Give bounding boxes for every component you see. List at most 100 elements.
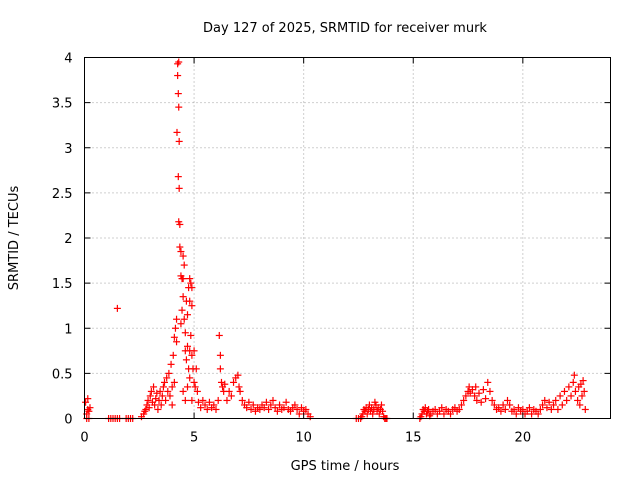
data-point (184, 311, 192, 319)
data-point (171, 324, 179, 332)
data-point (180, 315, 188, 323)
data-point (156, 387, 164, 395)
data-point (234, 371, 242, 379)
data-point (251, 407, 259, 415)
data-point (179, 275, 187, 283)
data-point (167, 360, 175, 368)
data-point (503, 396, 511, 404)
data-point (287, 407, 295, 415)
data-point (460, 396, 468, 404)
data-point (488, 396, 496, 404)
data-point (173, 315, 181, 323)
data-point (519, 405, 527, 413)
data-point (217, 378, 225, 386)
data-point (82, 398, 90, 406)
data-point (174, 72, 182, 80)
data-point (201, 401, 209, 409)
data-point (146, 392, 154, 400)
data-point (570, 371, 578, 379)
data-point (472, 383, 480, 391)
data-point (173, 128, 181, 136)
data-point (85, 407, 93, 415)
x-tick-label: 0 (80, 431, 88, 446)
y-tick-label: 0.5 (52, 367, 73, 382)
data-point (177, 248, 185, 256)
data-point (379, 407, 387, 415)
data-point (145, 404, 153, 412)
x-tick-label: 10 (295, 431, 312, 446)
data-point (536, 405, 544, 413)
data-point (534, 410, 542, 418)
x-tick-label: 15 (405, 431, 422, 446)
data-point (552, 396, 560, 404)
data-point (194, 398, 202, 406)
data-point (188, 302, 196, 310)
data-point (173, 338, 181, 346)
data-point (569, 378, 577, 386)
data-point (471, 392, 479, 400)
data-point (550, 401, 558, 409)
data-point (501, 405, 509, 413)
data-point (486, 387, 494, 395)
data-point (477, 398, 485, 406)
data-point (523, 407, 531, 415)
data-point (225, 387, 233, 395)
data-point (580, 387, 588, 395)
data-point (238, 396, 246, 404)
data-point (295, 410, 303, 418)
data-point (560, 387, 568, 395)
data-point (175, 103, 183, 111)
data-point (235, 383, 243, 391)
data-point (174, 60, 182, 68)
data-point (545, 398, 553, 406)
data-point (245, 398, 253, 406)
data-point (556, 392, 564, 400)
data-point (144, 396, 152, 404)
data-point (267, 401, 275, 409)
data-point (510, 405, 518, 413)
y-tick-label: 3.5 (52, 97, 73, 112)
data-point (187, 279, 195, 287)
data-point (174, 173, 182, 181)
data-point (86, 404, 94, 412)
data-point (431, 405, 439, 413)
plot-frame (84, 57, 611, 419)
data-point (162, 396, 170, 404)
data-point (256, 405, 264, 413)
y-tick-label: 1.5 (52, 277, 73, 292)
data-point (539, 401, 547, 409)
data-point (528, 410, 536, 418)
data-point (574, 396, 582, 404)
data-point (440, 410, 448, 418)
data-point (495, 404, 503, 412)
data-point (506, 401, 514, 409)
data-point (191, 383, 199, 391)
data-point (163, 374, 171, 382)
chart-title: Day 127 of 2025, SRMTID for receiver mur… (203, 21, 487, 36)
data-point (165, 369, 173, 377)
data-point (565, 383, 573, 391)
data-point (473, 396, 481, 404)
data-point (462, 392, 470, 400)
data-point (166, 392, 174, 400)
x-tick-label: 5 (190, 431, 198, 446)
data-point (147, 387, 155, 395)
data-point (181, 396, 189, 404)
data-point (160, 378, 168, 386)
data-point (223, 396, 231, 404)
data-point (236, 387, 244, 395)
data-point (158, 392, 166, 400)
data-point (188, 351, 196, 359)
data-points (82, 58, 589, 422)
data-point (490, 401, 498, 409)
data-point (497, 407, 505, 415)
data-point (563, 396, 571, 404)
data-point (512, 410, 520, 418)
data-point (193, 387, 201, 395)
y-tick-label: 2.5 (52, 187, 73, 202)
data-point (543, 404, 551, 412)
y-tick-label: 2 (64, 232, 72, 247)
data-point (179, 387, 187, 395)
data-point (150, 383, 158, 391)
